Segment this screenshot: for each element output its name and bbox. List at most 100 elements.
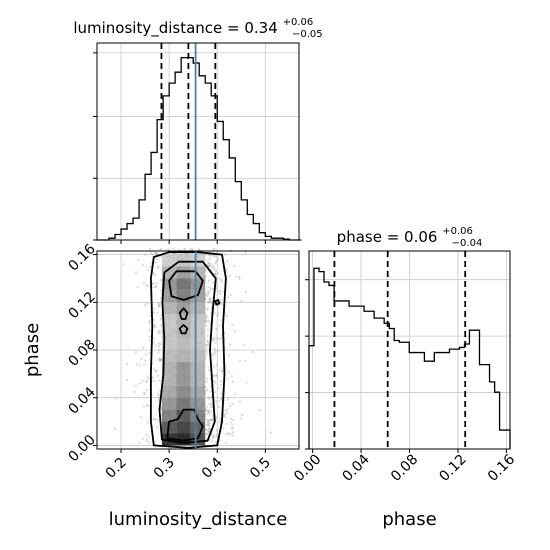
scatter-point [205,405,208,408]
scatter-point [209,254,212,257]
scatter-point [205,339,209,343]
density-cell [176,433,191,446]
histogram-bin [247,214,253,240]
x-tick-label: 0.08 [388,451,421,484]
scatter-point [227,354,231,357]
scatter-point [205,344,208,347]
scatter-point [147,436,151,439]
scatter-point [208,402,212,406]
scatter-point [157,358,161,362]
histogram-bin [379,318,384,449]
scatter-point [208,289,212,292]
scatter-point [243,359,247,363]
histogram-bin [419,353,424,449]
scatter-point [206,420,209,423]
scatter-point [148,328,151,332]
histogram-bin [424,361,429,449]
scatter-point [159,296,163,300]
scatter-point [205,377,209,381]
histogram-bin [223,140,229,240]
scatter-point [214,341,217,344]
scatter-point [134,350,138,354]
density-cell [161,409,177,422]
scatter-point [146,376,150,379]
histogram-bin [151,152,157,240]
density-cell [190,314,206,327]
scatter-point [219,379,223,383]
histogram-bin [479,365,484,449]
scatter-point [217,305,220,308]
scatter-point [207,430,210,434]
scatter-point [229,293,232,297]
scatter-point [218,277,221,280]
scatter-point [157,394,161,398]
scatter-point [153,368,156,371]
histogram-bin [354,306,359,449]
scatter-point [242,343,245,346]
density-cell [190,397,206,410]
scatter-point [222,427,225,430]
scatter-point [224,416,227,419]
scatter-point [225,411,228,415]
scatter-point [213,374,216,377]
scatter-point [220,280,223,284]
scatter-point [150,251,153,255]
scatter-point [212,247,216,250]
scatter-point [228,432,232,436]
density-cell [190,385,206,398]
density-cell [190,409,206,422]
scatter-point [144,304,147,307]
contour-lines [149,251,227,449]
scatter-point [231,434,234,437]
histogram-bin [374,318,379,449]
histogram-bars [97,56,302,241]
density-cell [161,338,177,350]
density-cell [190,350,206,362]
scatter-point [215,260,218,263]
x-axis-label: luminosity_distance [109,509,288,530]
scatter-point [231,431,235,434]
scatter-point [156,392,160,396]
density-cell [176,373,191,386]
scatter-point [210,409,213,413]
scatter-point [214,400,218,403]
scatter-point [207,279,211,283]
scatter-point [228,274,231,278]
histogram-bin [235,182,241,240]
quantile-lines [333,251,467,449]
scatter-point [155,252,159,255]
scatter-point [207,424,211,428]
density-cell [161,397,177,410]
scatter-point [210,268,213,272]
scatter-point [215,432,218,436]
scatter-point [198,248,201,251]
scatter-point [211,338,214,342]
histogram-bin [364,311,369,449]
density-cell [161,290,177,303]
y-tick-label: 0.12 [65,289,98,322]
scatter-point [190,247,194,251]
scatter-point [155,426,159,429]
scatter-point [213,350,217,354]
contour-island [214,298,221,306]
scatter-point [215,363,218,366]
scatter-point [139,416,142,419]
scatter-point [209,390,213,393]
scatter-point [218,324,222,327]
scatter-point [217,405,221,409]
scatter-point [231,402,234,406]
histogram-bin [211,96,217,240]
scatter-point [145,388,149,392]
histogram-bin [324,282,329,449]
scatter-point [138,363,142,367]
scatter-point [211,281,215,284]
scatter-point [206,290,210,293]
histogram-bin [460,347,465,449]
scatter-point [209,321,212,324]
histogram-bin [409,353,414,449]
scatter-point [158,358,161,362]
scatter-point [159,324,163,327]
scatter-point [138,441,141,445]
scatter-point [141,437,144,440]
scatter-point [148,266,152,269]
